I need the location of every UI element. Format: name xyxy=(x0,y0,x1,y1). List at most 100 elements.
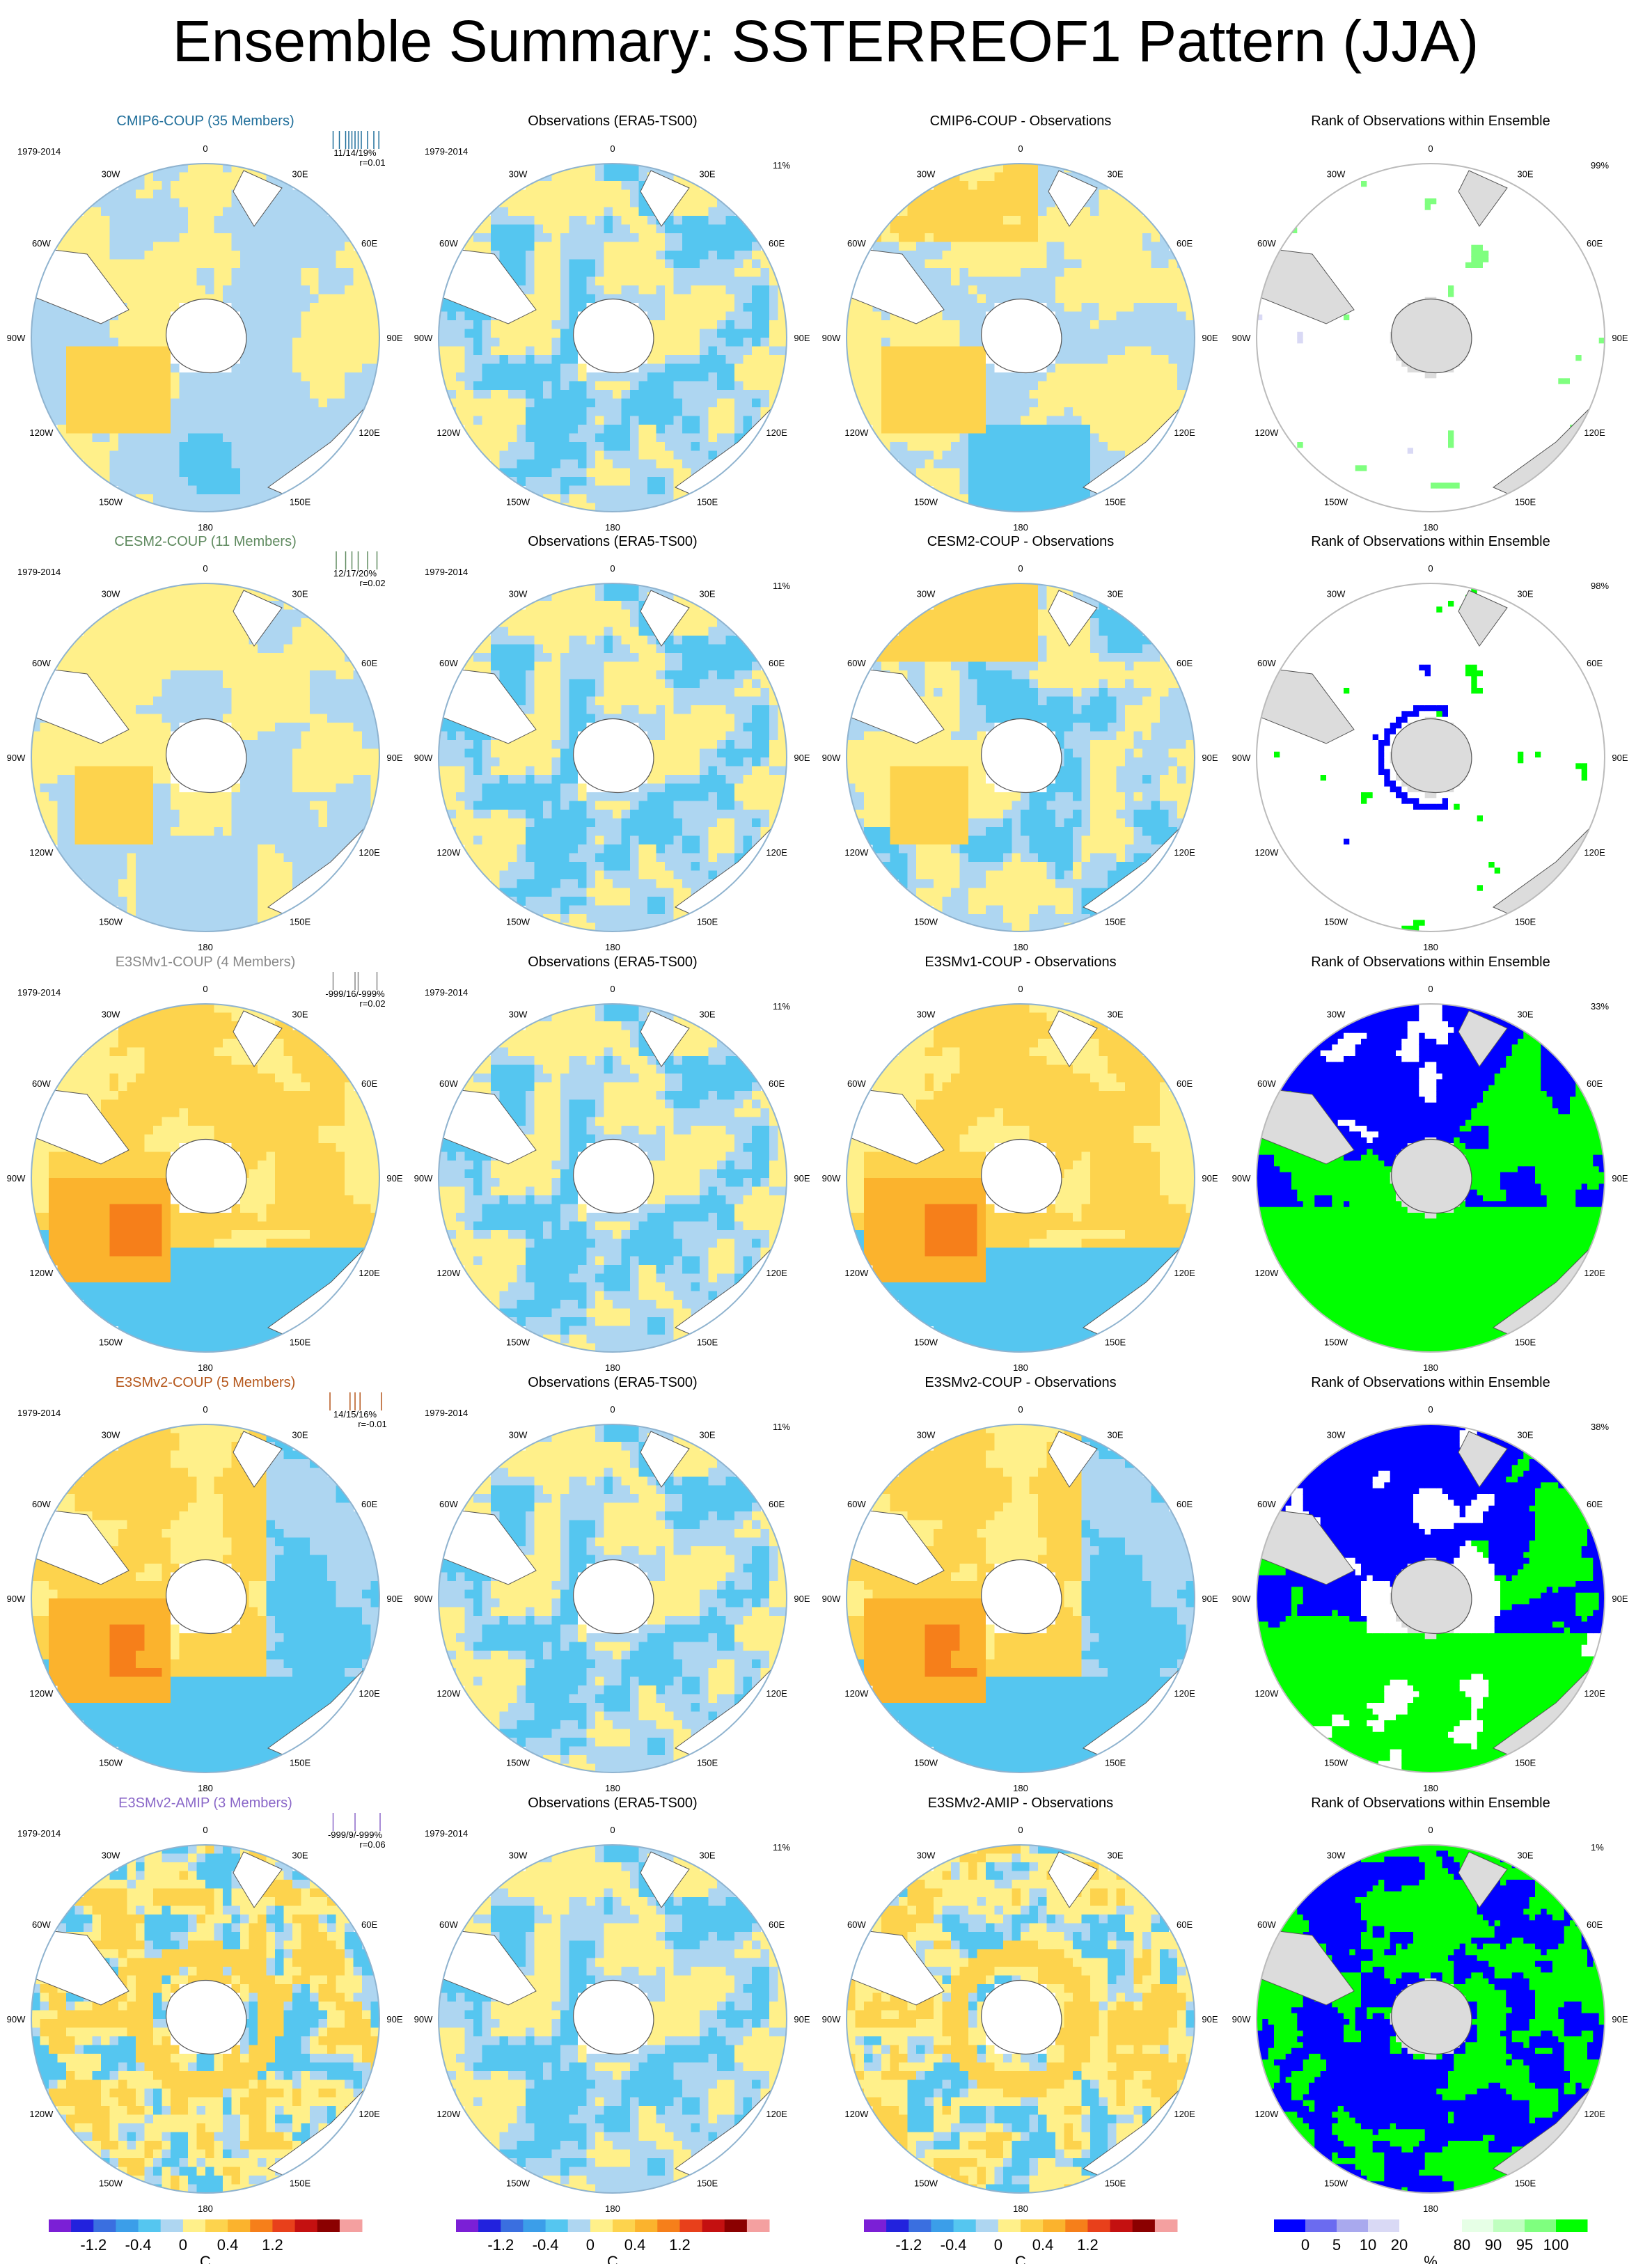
longitude-label: 60E xyxy=(1587,238,1603,249)
difference-panel: CESM2-COUP - Observations 0 30E 60E 90E 120E 1… xyxy=(822,534,1218,952)
longitude-label: 120E xyxy=(766,847,787,858)
longitude-label: 180 xyxy=(1423,2203,1438,2214)
longitude-label: 150W xyxy=(914,917,938,927)
longitude-label: 60W xyxy=(847,238,866,249)
longitude-label: 60W xyxy=(1257,1499,1276,1509)
south-america-outline xyxy=(31,1928,129,2006)
difference-panel: E3SMv2-COUP - Observations 0 30E 60E 90E 120E… xyxy=(822,1375,1218,1793)
longitude-label: 150E xyxy=(697,1337,718,1348)
pattern-stats: 12/17/20% xyxy=(333,568,377,579)
longitude-label: 30W xyxy=(102,1429,120,1440)
longitude-label: 120E xyxy=(766,427,787,438)
colorbar-row: -1.2 -0.4 0 0.4 1.2 C -1.2 -0.4 0 0.4 1.2 C -1.2 -0.4… xyxy=(49,2219,1588,2264)
colorbar-tick-label: 0 xyxy=(586,2236,595,2254)
longitude-label: 150W xyxy=(1324,497,1348,508)
panel-row: E3SMv2-AMIP (3 Members) 1979-2014 -999/9/-… xyxy=(7,1795,1628,2214)
longitude-label: 90E xyxy=(794,753,810,763)
map-boundary xyxy=(438,1844,787,2194)
pattern-stats: 14/15/16% xyxy=(333,1409,377,1420)
longitude-label: 180 xyxy=(198,2203,213,2214)
longitude-label: 0 xyxy=(1018,563,1023,574)
colorbar-swatch xyxy=(1431,2219,1463,2232)
colorbar-swatch xyxy=(635,2219,658,2232)
longitude-label: 120E xyxy=(1174,427,1195,438)
map-boundary xyxy=(31,1003,380,1353)
longitude-label: 90W xyxy=(822,1173,841,1184)
longitude-label: 120E xyxy=(1584,2109,1605,2119)
rank-panel: Rank of Observations within Ensemble 99% 0… xyxy=(1232,113,1628,533)
longitude-label: 30E xyxy=(1517,1850,1533,1860)
longitude-label: 30W xyxy=(917,1429,936,1440)
rank-percent: 38% xyxy=(1591,1422,1609,1432)
south-america-outline xyxy=(847,1928,945,2006)
panel-row: CESM2-COUP (11 Members) 1979-2014 12/17/20… xyxy=(7,534,1628,952)
colorbar-units: C xyxy=(607,2253,618,2264)
colorbar-swatch xyxy=(864,2219,887,2232)
south-america-outline xyxy=(1257,1507,1355,1585)
rank-panel-title: Rank of Observations within Ensemble xyxy=(1311,954,1550,970)
longitude-label: 30W xyxy=(1327,1850,1346,1860)
longitude-label: 120E xyxy=(766,2109,787,2119)
longitude-label: 90W xyxy=(7,1594,26,1604)
longitude-label: 30W xyxy=(917,168,936,179)
pattern-correlation: r=-0.01 xyxy=(358,1419,387,1429)
longitude-label: 60W xyxy=(439,1919,458,1930)
pattern-stats: -999/16/-999% xyxy=(325,989,385,999)
africa-outline xyxy=(1458,170,1508,227)
longitude-label: 120W xyxy=(436,427,461,438)
difference-panel: E3SMv2-AMIP - Observations 0 30E 60E 90E 120E… xyxy=(822,1795,1218,2214)
panel-row: E3SMv2-COUP (5 Members) 1979-2014 14/15/16… xyxy=(7,1375,1628,1793)
observations-panel: Observations (ERA5-TS00) 1979-2014 11% 0 30E… xyxy=(414,534,810,952)
longitude-label: 90E xyxy=(1612,1173,1628,1184)
longitude-label: 150W xyxy=(1324,1758,1348,1768)
longitude-label: 90E xyxy=(794,1594,810,1604)
longitude-label: 60E xyxy=(1177,1078,1193,1089)
colorbar-tick-label: 0 xyxy=(1301,2236,1309,2254)
variance-percent: 11% xyxy=(773,160,790,171)
map-boundary xyxy=(31,1844,380,2194)
longitude-label: 30W xyxy=(1327,168,1346,179)
colorbar-swatch xyxy=(71,2219,94,2232)
longitude-label: 90E xyxy=(1202,1594,1218,1604)
longitude-label: 120W xyxy=(1254,847,1279,858)
rank-percent: 33% xyxy=(1591,1001,1609,1012)
variance-percent: 11% xyxy=(773,581,790,591)
colorbar-swatch xyxy=(501,2219,524,2232)
longitude-label: 180 xyxy=(198,1362,213,1373)
longitude-label: 150W xyxy=(914,1337,938,1348)
longitude-label: 60W xyxy=(1257,658,1276,668)
antarctica-outline xyxy=(981,718,1062,794)
longitude-label: 150E xyxy=(697,497,718,508)
longitude-label: 60W xyxy=(439,1499,458,1509)
observations-panel-title: Observations (ERA5-TS00) xyxy=(528,534,697,549)
map-boundary xyxy=(1256,1424,1605,1773)
colorbar-tick-label: 0 xyxy=(994,2236,1002,2254)
longitude-label: 60E xyxy=(769,1078,785,1089)
longitude-label: 60E xyxy=(1587,1499,1603,1509)
longitude-label: 120E xyxy=(1174,847,1195,858)
colorbar-swatch xyxy=(1305,2219,1337,2232)
colorbar-tick-label: -0.4 xyxy=(125,2236,152,2254)
longitude-label: 120W xyxy=(436,1688,461,1699)
longitude-label: 90E xyxy=(1612,1594,1628,1604)
antarctica-outline xyxy=(1391,1139,1472,1214)
longitude-label: 30E xyxy=(292,1009,308,1019)
colorbar-tick-label: 0.4 xyxy=(217,2236,239,2254)
longitude-label: 150W xyxy=(1324,917,1348,927)
longitude-label: 90E xyxy=(1202,1173,1218,1184)
longitude-label: 30E xyxy=(1107,1429,1123,1440)
longitude-label: 60E xyxy=(361,1499,377,1509)
antarctica-outline xyxy=(573,1139,654,1214)
colorbar-swatch xyxy=(456,2219,479,2232)
longitude-label: 30E xyxy=(1517,588,1533,599)
longitude-label: 90E xyxy=(386,333,402,343)
colorbar-swatch xyxy=(1493,2219,1525,2232)
colorbar-swatch xyxy=(724,2219,748,2232)
longitude-label: 120W xyxy=(436,847,461,858)
longitude-label: 120E xyxy=(359,1268,380,1278)
colorbar-units: C xyxy=(200,2253,211,2264)
map-boundary xyxy=(1256,583,1605,932)
rank-panel: Rank of Observations within Ensemble 38% 0… xyxy=(1232,1375,1628,1793)
longitude-label: 0 xyxy=(610,1404,615,1415)
